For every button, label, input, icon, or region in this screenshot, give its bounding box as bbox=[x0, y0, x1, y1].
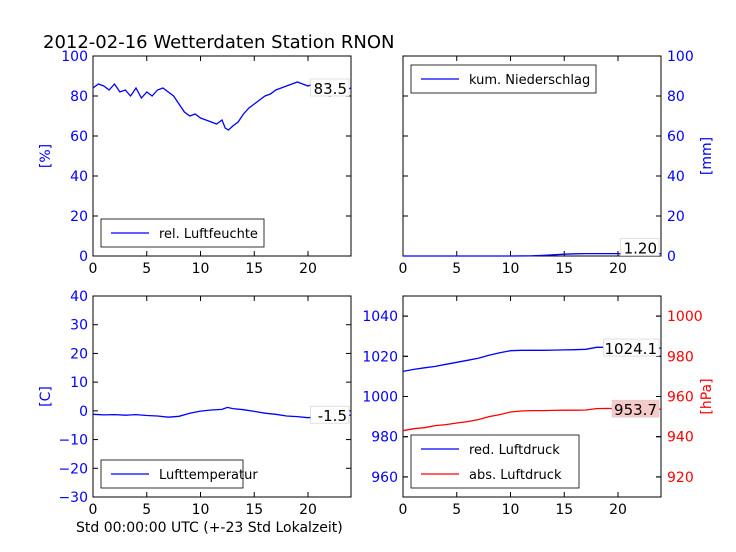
y-tick-label: −10 bbox=[58, 433, 88, 449]
x-tick-label: 5 bbox=[452, 502, 461, 518]
y-tick-label: 100 bbox=[667, 49, 694, 65]
legend-label: abs. Luftdruck bbox=[469, 468, 562, 483]
last-value-label: 83.5 bbox=[314, 80, 347, 98]
y-axis-label: [mm] bbox=[699, 137, 715, 175]
legend-box bbox=[410, 434, 580, 489]
x-axis-label: Std 00:00:00 UTC (+-23 Std Lokalzeit) bbox=[76, 520, 343, 536]
y-tick-label: −20 bbox=[58, 461, 88, 477]
x-tick-label: 0 bbox=[89, 261, 98, 277]
panel-temperature: 0 5 10 15 20 −30 −20 −10 0 10 20 30 40 [C] -1.5 Lufttem… bbox=[38, 289, 352, 518]
x-tick-label: 10 bbox=[502, 261, 520, 277]
y-tick-label: 60 bbox=[70, 129, 88, 145]
y-tick-label: 20 bbox=[70, 209, 88, 225]
x-tick-label: 20 bbox=[299, 261, 317, 277]
y-tick-label: 0 bbox=[667, 249, 676, 265]
y-tick-label: 960 bbox=[371, 470, 398, 486]
x-tick-label: 15 bbox=[245, 261, 263, 277]
legend-label: red. Luftdruck bbox=[469, 443, 560, 458]
series-line-rel--luftfeuchte bbox=[92, 81, 352, 131]
last-value-box bbox=[310, 405, 350, 424]
y-axis-label: [C] bbox=[38, 386, 54, 407]
x-tick-label: 0 bbox=[89, 502, 98, 518]
x-tick-label: 0 bbox=[399, 502, 408, 518]
series-line-lufttemperatur bbox=[92, 406, 352, 419]
y-tick-label: 1000 bbox=[667, 309, 703, 325]
y-tick-label: 20 bbox=[667, 209, 685, 225]
panel-humidity: 0 5 10 15 20 0 20 40 60 80 100 [%] 83.5 rel. Luftfeuc… bbox=[38, 49, 352, 277]
x-tick-label: 5 bbox=[142, 261, 151, 277]
x-tick-label: 10 bbox=[192, 502, 210, 518]
x-tick-label: 20 bbox=[609, 261, 627, 277]
y-tick-label: 1000 bbox=[362, 390, 398, 406]
x-tick-label: 10 bbox=[502, 502, 520, 518]
y-tick-label: 10 bbox=[70, 375, 88, 391]
last-value-box bbox=[603, 338, 660, 357]
y-tick-label: 40 bbox=[70, 289, 88, 305]
figure-title: 2012-02-16 Wetterdaten Station RNON bbox=[43, 32, 394, 53]
last-value-label: 953.7 bbox=[614, 401, 657, 419]
last-value-label: -1.5 bbox=[318, 407, 347, 425]
x-tick-label: 20 bbox=[299, 502, 317, 518]
x-tick-label: 20 bbox=[609, 502, 627, 518]
last-value-box bbox=[620, 238, 660, 256]
y-axis-label: [%] bbox=[38, 144, 54, 168]
panel-precipitation: 0 5 10 15 20 0 20 40 60 80 100 [mm] 1.20 kum. Nieders… bbox=[399, 49, 715, 277]
y-axis-label: [hPa] bbox=[699, 378, 715, 414]
y-tick-label: 80 bbox=[70, 89, 88, 105]
y-tick-label: 980 bbox=[371, 430, 398, 446]
legend-label: kum. Niederschlag bbox=[469, 73, 590, 88]
y-tick-label: 1020 bbox=[362, 349, 398, 365]
x-tick-label: 5 bbox=[142, 502, 151, 518]
y-tick-label: 40 bbox=[70, 169, 88, 185]
last-value-box bbox=[611, 399, 660, 418]
y-tick-label: 40 bbox=[667, 169, 685, 185]
y-tick-label: 0 bbox=[79, 404, 88, 420]
y-tick-label: 920 bbox=[667, 470, 694, 486]
y-tick-label: −30 bbox=[58, 490, 88, 506]
y-tick-label: 940 bbox=[667, 430, 694, 446]
y-tick-label: 1040 bbox=[362, 309, 398, 325]
panel-pressure: 0 5 10 15 20 960 980 1000 1020 1040 920 940 960 980 10… bbox=[362, 295, 715, 518]
last-value-label: 1024.1 bbox=[605, 340, 658, 358]
y-tick-label: 960 bbox=[667, 390, 694, 406]
y-tick-label: 20 bbox=[70, 346, 88, 362]
y-tick-label: 980 bbox=[667, 349, 694, 365]
last-value-box bbox=[310, 78, 350, 97]
x-tick-label: 15 bbox=[555, 261, 573, 277]
legend-label: Lufttemperatur bbox=[159, 468, 258, 483]
x-tick-label: 15 bbox=[245, 502, 263, 518]
x-tick-label: 15 bbox=[555, 502, 573, 518]
x-tick-label: 5 bbox=[452, 261, 461, 277]
y-tick-label: 80 bbox=[667, 89, 685, 105]
last-value-label: 1.20 bbox=[624, 240, 657, 258]
y-tick-label: 100 bbox=[61, 49, 88, 65]
x-tick-label: 0 bbox=[399, 261, 408, 277]
y-tick-label: 0 bbox=[79, 249, 88, 265]
x-tick-label: 10 bbox=[192, 261, 210, 277]
y-tick-label: 30 bbox=[70, 318, 88, 334]
y-tick-label: 60 bbox=[667, 129, 685, 145]
legend-label: rel. Luftfeuchte bbox=[159, 227, 258, 242]
